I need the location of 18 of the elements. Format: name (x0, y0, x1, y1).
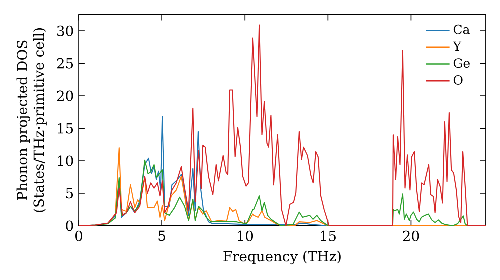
legend-label: Y (453, 42, 462, 51)
x-tick-label: 0 (76, 230, 83, 242)
x-tick-label: 15 (321, 230, 336, 242)
y-tick-label: 20 (57, 90, 74, 102)
y-axis-title: Phonon projected DOS (States/THz·primitive cell) (16, 28, 47, 212)
y-tick-label: 25 (57, 58, 74, 69)
x-tick-label: 10 (238, 230, 254, 242)
y-tick-label: 5 (66, 188, 74, 199)
legend-label: Ge (454, 58, 470, 68)
x-axis-title: Frequency (THz) (224, 250, 341, 265)
x-tick-label: 20 (403, 230, 420, 242)
x-tick-label: 5 (158, 230, 166, 242)
y-tick-label: 15 (58, 123, 74, 134)
y-tick-label: 30 (58, 26, 74, 36)
y-tick-label: 10 (58, 156, 74, 166)
legend-label: O (454, 75, 463, 85)
y-tick-label: 0 (66, 220, 74, 232)
legend-label: Ca (454, 24, 470, 34)
